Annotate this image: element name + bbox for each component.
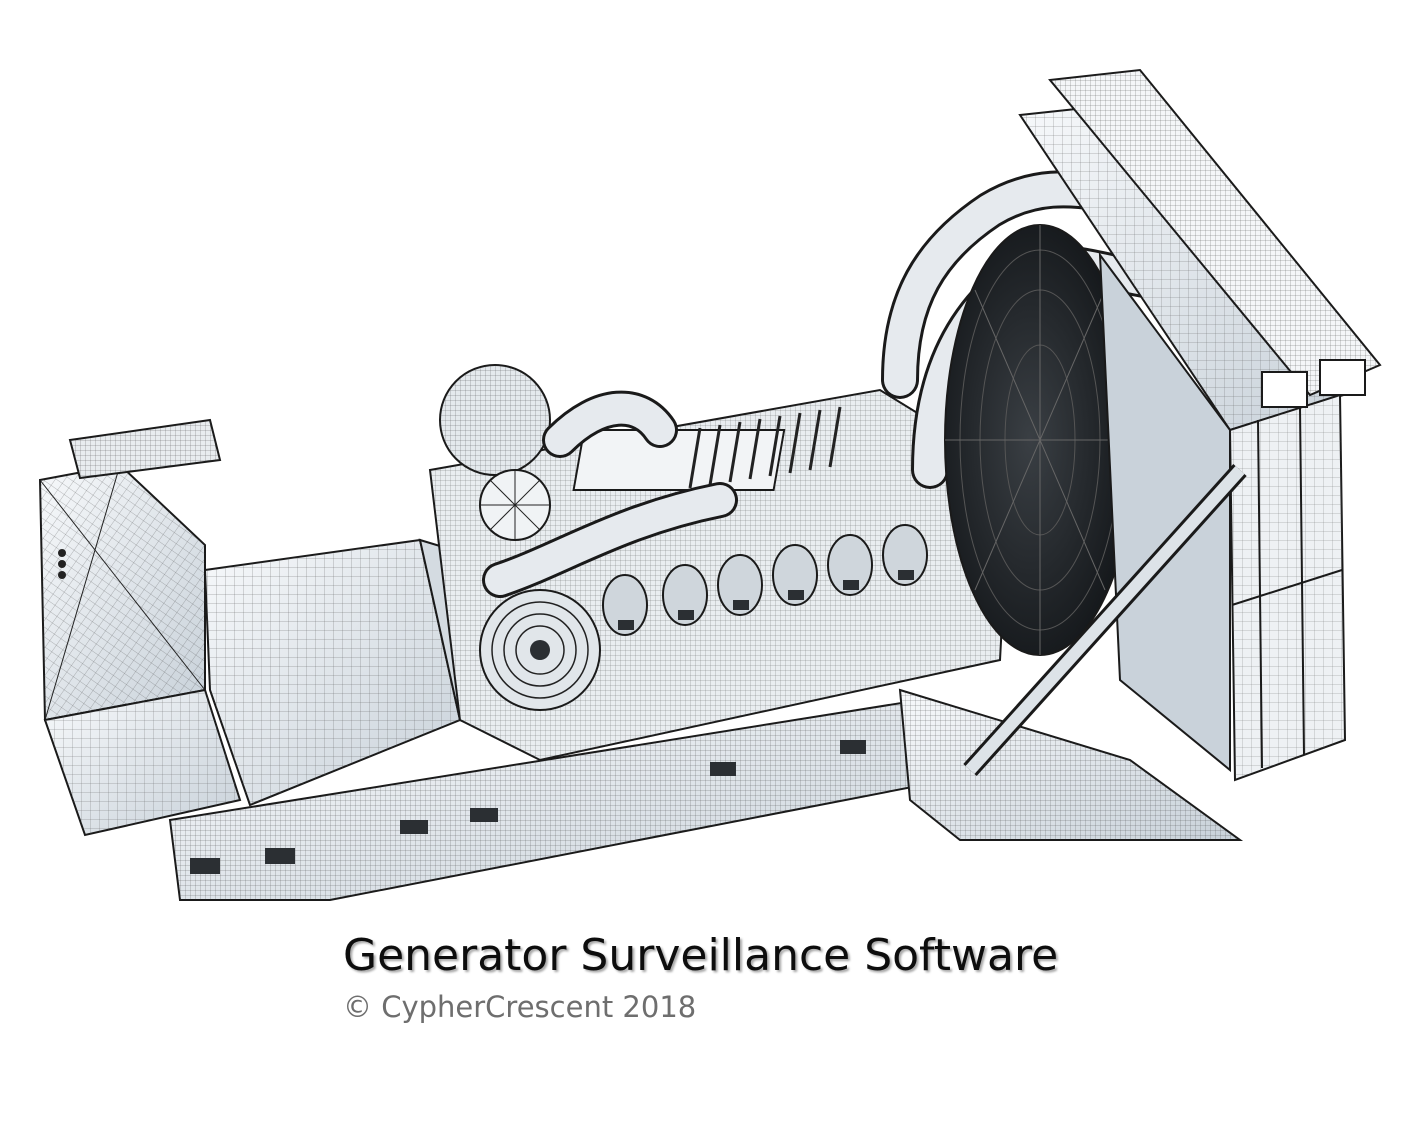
- app-title: Generator Surveillance Software: [343, 930, 1059, 981]
- alternator: [203, 538, 512, 807]
- radiator: [963, 68, 1382, 782]
- base-skid: [168, 688, 1244, 901]
- copyright-notice: © CypherCrescent 2018: [343, 990, 697, 1024]
- generator-wireframe-illustration: [38, 68, 1382, 901]
- control-box: [38, 418, 242, 837]
- radiator-fan: [944, 224, 1136, 656]
- turbo-and-filters: [439, 364, 601, 711]
